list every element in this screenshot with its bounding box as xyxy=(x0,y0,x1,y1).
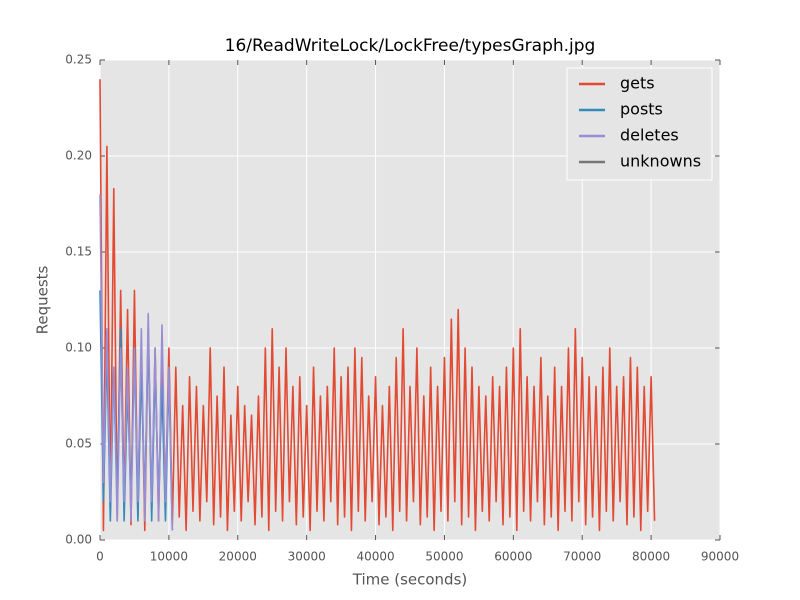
x-tick-label: 0 xyxy=(96,550,104,564)
x-tick-label: 90000 xyxy=(701,550,739,564)
series-line xyxy=(99,194,174,531)
y-tick-label: 0.00 xyxy=(65,533,92,547)
y-tick-label: 0.15 xyxy=(65,245,92,259)
y-tick-label: 0.10 xyxy=(65,341,92,355)
y-tick-label: 0.25 xyxy=(65,53,92,67)
x-tick-label: 80000 xyxy=(632,550,670,564)
legend-label: gets xyxy=(620,74,655,93)
legend-label: posts xyxy=(620,100,663,119)
legend-box xyxy=(566,67,713,181)
x-tick-label: 10000 xyxy=(150,550,188,564)
y-tick-label: 0.05 xyxy=(65,437,92,451)
chart-title: 16/ReadWriteLock/LockFree/typesGraph.jpg xyxy=(225,36,596,56)
series-line xyxy=(99,79,656,532)
legend-label: unknowns xyxy=(620,152,701,171)
y-tick-label: 0.20 xyxy=(65,149,92,163)
x-tick-label: 20000 xyxy=(219,550,257,564)
x-tick-label: 40000 xyxy=(356,550,394,564)
x-tick-label: 50000 xyxy=(425,550,463,564)
x-tick-label: 60000 xyxy=(494,550,532,564)
x-tick-label: 70000 xyxy=(563,550,601,564)
x-tick-label: 30000 xyxy=(288,550,326,564)
x-axis-label: Time (seconds) xyxy=(352,571,468,589)
y-axis-label: Requests xyxy=(34,265,52,334)
legend: gets posts deletes unknowns xyxy=(566,67,713,181)
lines xyxy=(99,79,656,532)
legend-label: deletes xyxy=(620,126,679,145)
